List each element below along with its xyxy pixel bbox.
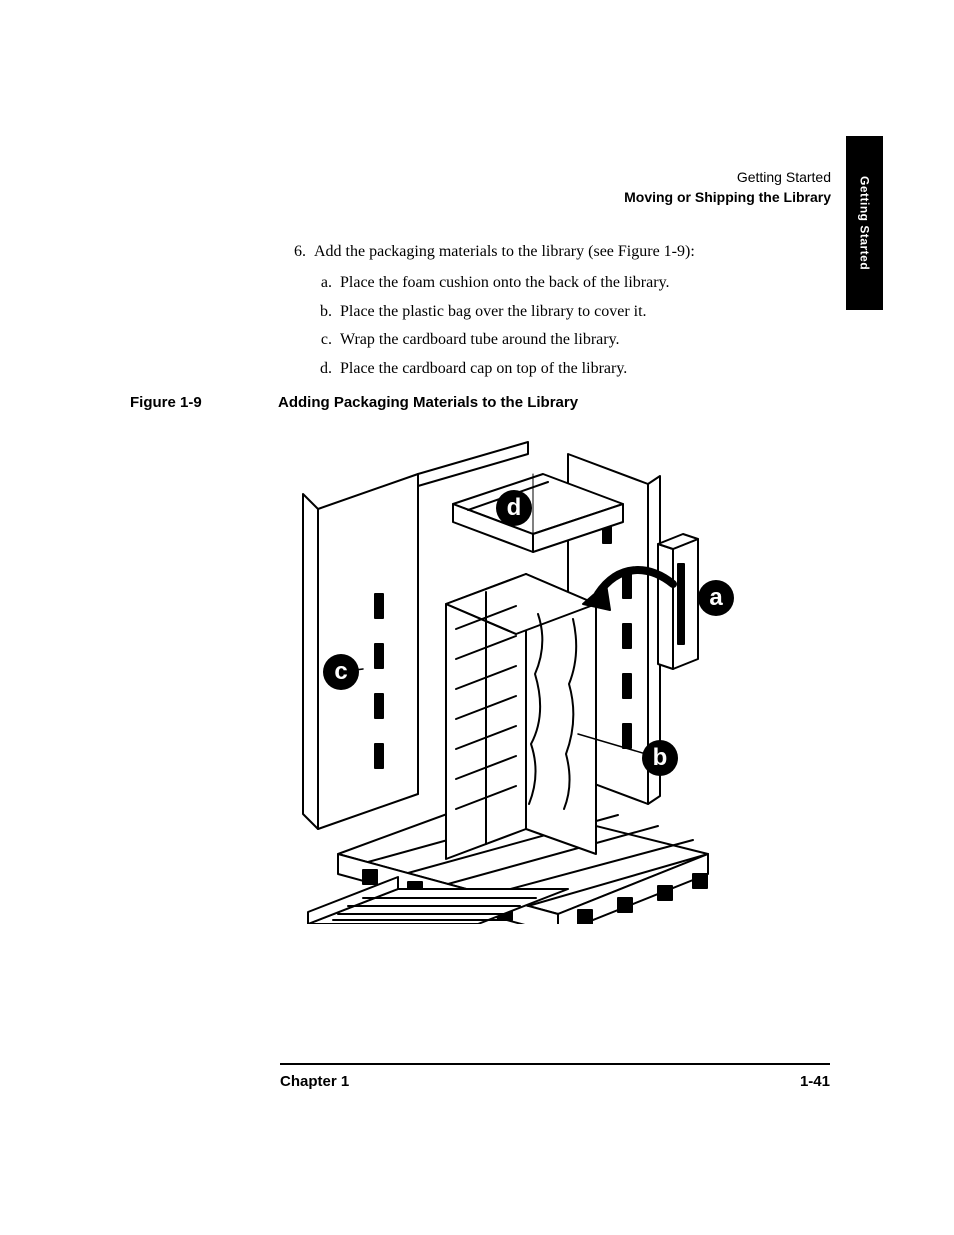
footer-page-number: 1-41 [800,1073,830,1090]
footer-chapter: Chapter 1 [280,1073,349,1090]
sub-letter: a. [310,271,340,296]
callout-b: b [642,740,678,776]
callout-d: d [496,490,532,526]
sub-a: a. Place the foam cushion onto the back … [310,271,830,296]
figure-caption: Adding Packaging Materials to the Librar… [278,394,578,411]
step-6: 6. Add the packaging materials to the li… [280,240,830,265]
step-number: 6. [280,240,314,265]
page: Getting Started Getting Started Moving o… [0,0,954,1235]
side-tab-label: Getting Started [858,176,872,270]
footer: Chapter 1 1-41 [280,1073,830,1090]
sub-list: a. Place the foam cushion onto the back … [310,271,830,382]
figure-illustration: a b c d [278,434,754,924]
body-content: 6. Add the packaging materials to the li… [280,240,830,386]
sub-letter: d. [310,357,340,382]
callout-c: c [323,654,359,690]
sub-c: c. Wrap the cardboard tube around the li… [310,328,830,353]
sub-text: Place the plastic bag over the library t… [340,300,647,325]
header-line-1: Getting Started [624,168,831,188]
running-header: Getting Started Moving or Shipping the L… [624,168,831,207]
sub-d: d. Place the cardboard cap on top of the… [310,357,830,382]
sub-letter: c. [310,328,340,353]
sub-text: Place the cardboard cap on top of the li… [340,357,627,382]
sub-b: b. Place the plastic bag over the librar… [310,300,830,325]
step-text: Add the packaging materials to the libra… [314,240,695,265]
figure-label: Figure 1-9 [130,394,278,411]
sub-text: Wrap the cardboard tube around the libra… [340,328,620,353]
header-line-2: Moving or Shipping the Library [624,188,831,208]
callout-a: a [698,580,734,616]
sub-letter: b. [310,300,340,325]
side-tab: Getting Started [846,136,883,310]
figure-heading: Figure 1-9 Adding Packaging Materials to… [130,394,830,411]
footer-rule [280,1063,830,1065]
sub-text: Place the foam cushion onto the back of … [340,271,670,296]
